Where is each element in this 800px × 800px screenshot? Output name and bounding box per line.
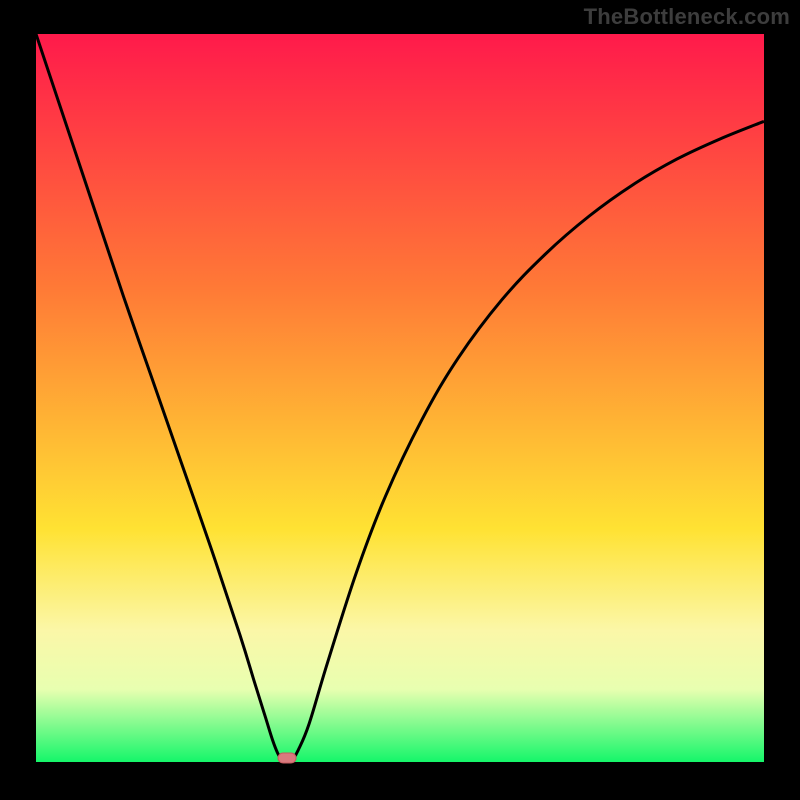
curve-svg: [36, 34, 764, 762]
plot-area: [36, 34, 764, 762]
curve-right-branch: [292, 121, 764, 760]
chart-frame: TheBottleneck.com: [0, 0, 800, 800]
curve-left-branch: [36, 34, 282, 761]
watermark-text: TheBottleneck.com: [584, 4, 790, 30]
minimum-marker: [278, 753, 297, 764]
